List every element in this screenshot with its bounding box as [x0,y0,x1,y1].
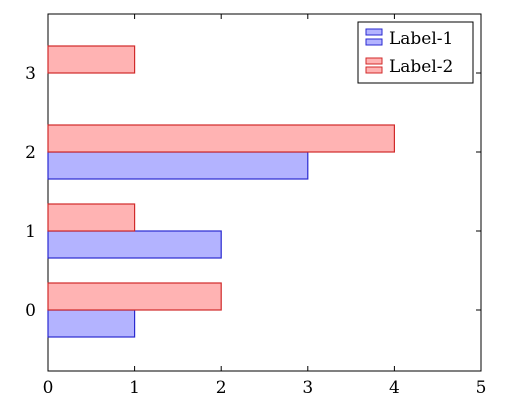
bar-label-2-cat-0 [47,282,222,311]
x-tick-label: 4 [389,378,400,398]
y-tick-label: 3 [25,64,36,84]
legend-swatch-label-1 [365,28,383,36]
x-tick-label: 1 [129,378,140,398]
bar-label-1-cat-2 [47,151,309,180]
y-tick-label: 2 [25,143,36,163]
bars [47,45,395,338]
plot-frame [47,13,482,372]
x-tick-label: 2 [216,378,227,398]
bar-label-1-cat-0 [47,309,136,338]
legend-label-2: Label-2 [389,57,453,77]
y-tick-label: 1 [25,222,36,242]
legend: Label-1 Label-2 [357,21,474,84]
bar-label-2-cat-1 [47,203,136,232]
x-tick-label: 5 [476,378,487,398]
tick-labels: 0 1 2 3 4 5 0 1 2 3 [25,64,486,398]
legend-swatch-label-1 [365,38,383,46]
legend-swatch-label-2 [365,57,383,65]
bar-label-2-cat-3 [47,45,136,74]
legend-label-1: Label-1 [389,29,453,49]
x-tick-label: 3 [302,378,313,398]
y-tick-label: 0 [25,301,36,321]
bar-label-2-cat-2 [47,124,395,153]
x-tick-label: 0 [43,378,54,398]
legend-swatch-label-2 [365,66,383,74]
bar-label-1-cat-1 [47,230,222,259]
